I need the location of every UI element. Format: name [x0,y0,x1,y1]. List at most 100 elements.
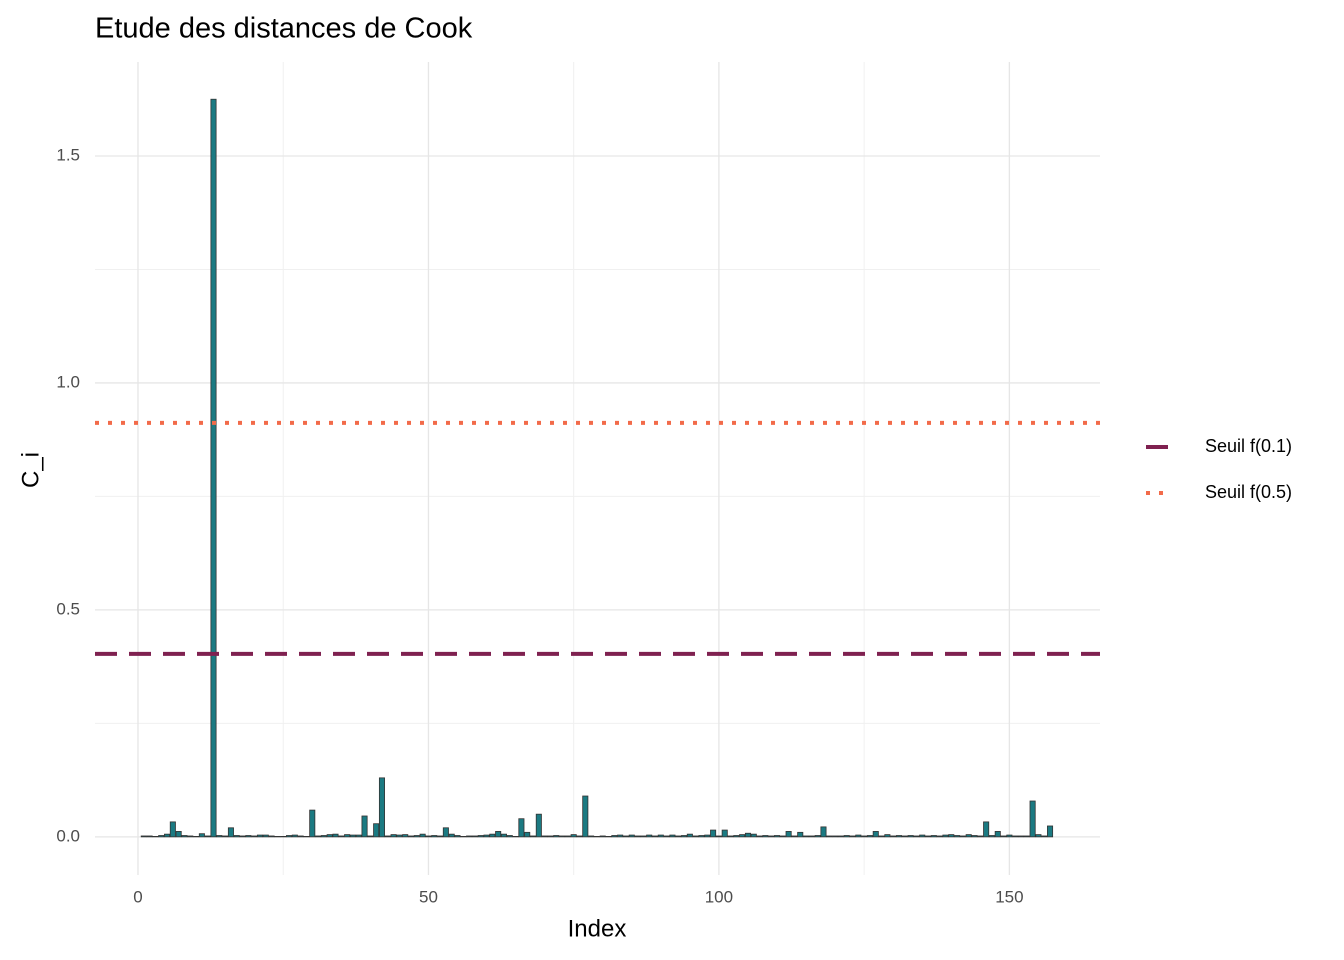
bar [704,834,711,838]
bar [466,835,473,838]
bar [384,835,391,838]
bar [721,829,728,838]
bar [1041,835,1048,838]
bar [803,835,810,838]
bar [500,833,507,838]
bar [210,98,217,838]
bar [675,835,682,838]
bar [936,835,943,838]
bar [622,835,629,838]
bar [489,833,496,838]
bar [286,835,293,838]
bar [640,835,647,838]
legend-label: Seuil f(0.5) [1205,482,1292,502]
bar [756,835,763,838]
bar [954,835,961,838]
bar [454,835,461,838]
x-tick-label: 0 [133,887,142,906]
bar [692,835,699,838]
bar [332,833,339,838]
bar [890,835,897,838]
bar [814,835,821,838]
bar [698,835,705,838]
bar [866,835,873,838]
y-tick-label: 0.5 [56,599,80,618]
bar [268,835,275,838]
bar [913,835,920,838]
bar [628,834,635,838]
bar [1029,800,1036,838]
bar [146,835,153,838]
x-tick-label: 150 [995,887,1023,906]
bar [744,832,751,838]
bar [779,835,786,838]
bar [733,835,740,838]
bar [785,831,792,838]
bar [222,835,229,838]
bar [477,835,484,838]
bar [942,834,949,838]
bar [518,818,525,838]
bar [599,835,606,838]
bar [884,834,891,838]
bar [471,835,478,838]
bar [768,835,775,838]
bar [239,835,246,838]
bar [588,835,595,838]
bar [315,835,322,838]
bar [1023,835,1030,838]
bar [309,809,316,838]
grid [95,62,1100,875]
bar [326,834,333,838]
bar [1047,825,1054,838]
x-tick-label: 100 [705,887,733,906]
bar [419,833,426,838]
bar [901,835,908,838]
bar [291,834,298,838]
bar [431,835,438,838]
bar [576,835,583,838]
bar [878,835,885,838]
bar [907,835,914,838]
bar [983,821,990,838]
bar [657,834,664,838]
bar [715,835,722,838]
bar [187,835,194,838]
bar [506,835,513,838]
bar [570,834,577,838]
bar [930,835,937,838]
bar [1006,834,1013,838]
bar [762,835,769,838]
bar [442,827,449,838]
chart-title: Etude des distances de Cook [95,13,473,45]
bar [198,833,205,838]
bar [349,834,356,838]
bar [355,834,362,838]
bar [826,835,833,838]
bar [233,835,240,838]
bar [663,835,670,838]
bar [564,835,571,838]
bar [390,834,397,838]
bar [413,835,420,838]
bar [832,835,839,838]
bar [1012,835,1019,838]
bar [925,835,932,838]
bar [959,835,966,838]
x-tick-label: 50 [419,887,438,906]
bar [320,835,327,838]
bar [164,833,171,838]
legend-label: Seuil f(0.1) [1205,436,1292,456]
bar [994,831,1001,838]
bar [559,835,566,838]
bar [977,835,984,838]
bar [1017,835,1025,838]
bar [181,835,188,838]
bar [344,834,351,838]
bar [530,835,537,838]
bar [808,835,815,838]
bar [524,831,531,838]
bar [1035,834,1042,838]
bar [739,834,746,838]
